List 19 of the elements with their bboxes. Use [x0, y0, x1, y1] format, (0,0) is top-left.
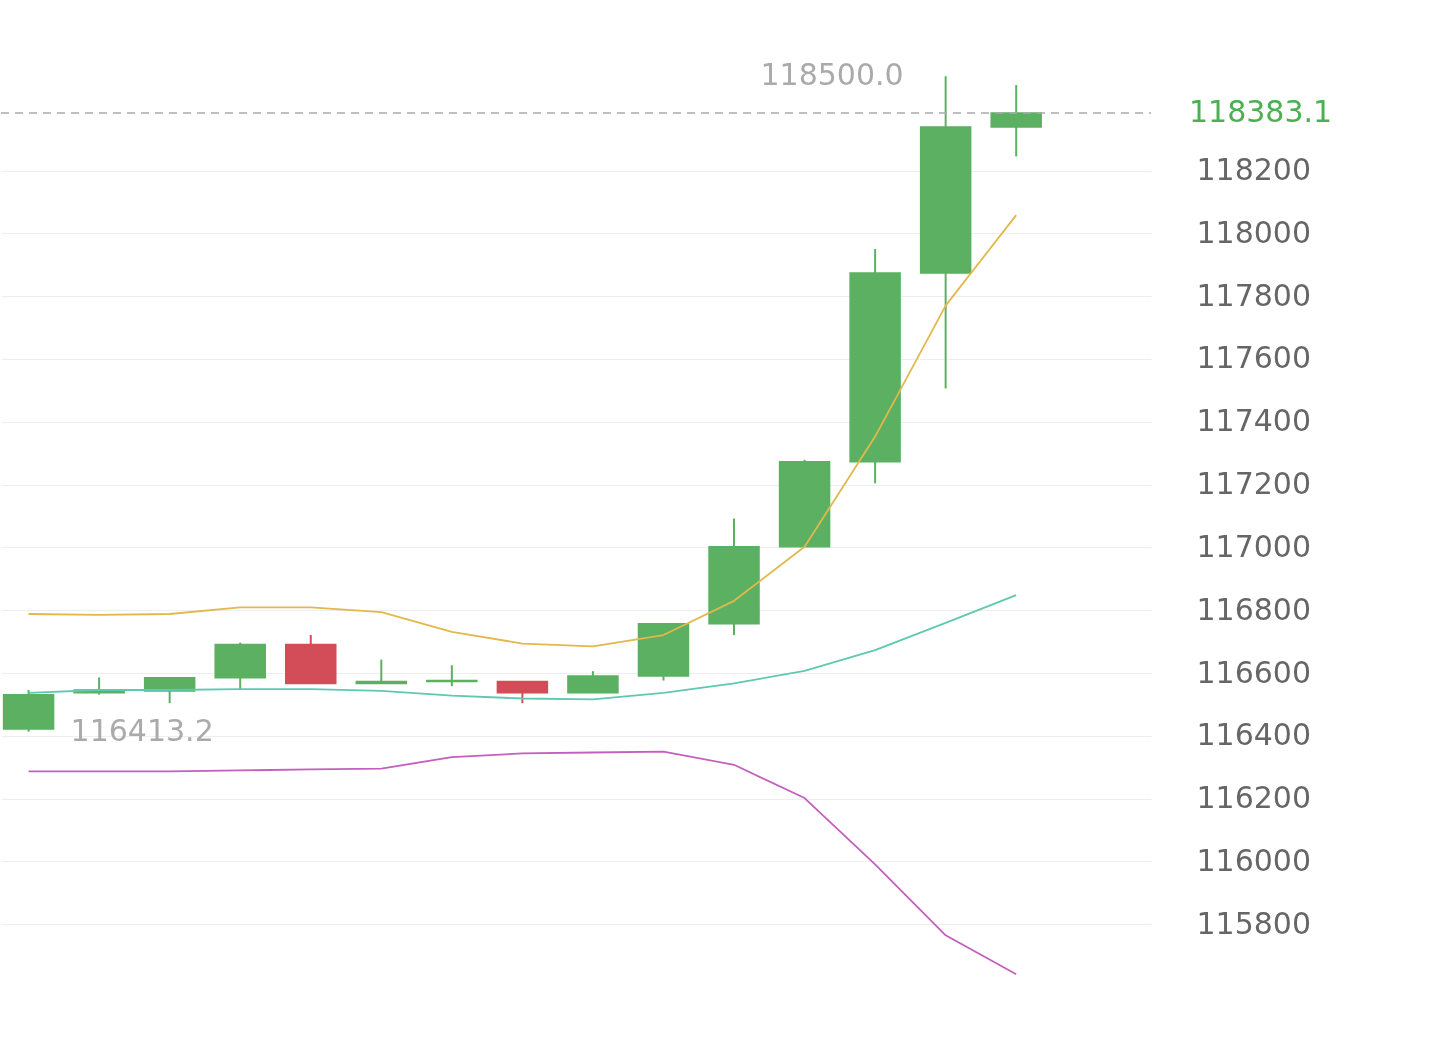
annotation: 118500.0	[760, 57, 904, 93]
y-tick-label: 116400	[1196, 717, 1312, 753]
y-tick-label: 116800	[1196, 591, 1312, 627]
y-tick-label: 117200	[1196, 466, 1312, 502]
line-series	[27, 594, 1018, 701]
y-tick-label: 115800	[1196, 905, 1312, 941]
y-tick-label: 118000	[1196, 214, 1312, 250]
y-tick-label: 117800	[1196, 277, 1312, 313]
line-series	[27, 214, 1018, 648]
line-series	[27, 750, 1018, 976]
y-tick-label: 117600	[1196, 340, 1312, 376]
y-tick-label: 117000	[1196, 528, 1312, 564]
ref-line-label: 118383.1	[1189, 94, 1333, 130]
y-tick-label: 116200	[1196, 780, 1312, 816]
y-tick-label: 116600	[1196, 654, 1312, 690]
annotation: 116413.2	[70, 712, 214, 748]
y-tick-label: 118200	[1196, 152, 1312, 188]
y-tick-label: 117400	[1196, 403, 1312, 439]
y-tick-label: 116000	[1196, 842, 1312, 878]
